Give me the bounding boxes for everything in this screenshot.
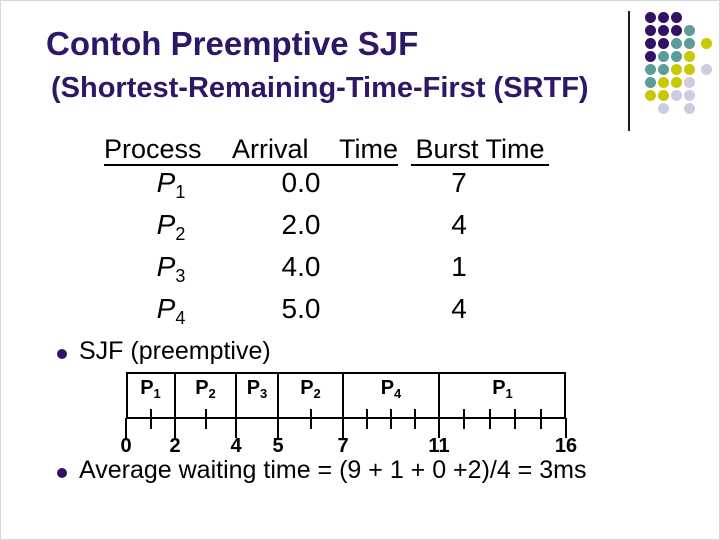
decor-dot	[701, 64, 712, 75]
gantt-box	[126, 372, 566, 419]
decor-dot	[658, 12, 669, 23]
gantt-major-tick	[277, 418, 279, 438]
decor-dot	[684, 64, 695, 75]
process-name: P1	[156, 167, 186, 202]
header-arrival: Arrival	[232, 134, 309, 164]
process-name: P4	[156, 293, 186, 328]
sjf-preemptive-text: SJF (preemptive)	[79, 337, 271, 365]
gantt-major-tick	[235, 418, 237, 438]
decor-dot	[671, 90, 682, 101]
decor-dot	[671, 25, 682, 36]
bullet-icon	[57, 468, 67, 478]
gantt-major-tick	[565, 418, 567, 438]
header-time: Time	[339, 134, 398, 164]
burst-time-value: 7	[451, 167, 467, 198]
gantt-axis-label: 5	[272, 435, 284, 457]
decor-dot	[671, 38, 682, 49]
gantt-minor-tick	[463, 409, 466, 429]
table-row: P2 2.0 4	[1, 209, 719, 244]
average-waiting-time-text: Average waiting time = (9 + 1 + 0 +2)/4 …	[79, 456, 587, 484]
decor-dot	[701, 38, 712, 49]
gantt-divider	[277, 372, 279, 419]
gantt-divider	[438, 372, 440, 419]
decor-dot	[658, 25, 669, 36]
gantt-minor-tick	[514, 409, 517, 429]
decor-dot	[671, 51, 682, 62]
decor-dot	[671, 12, 682, 23]
decor-dot	[671, 64, 682, 75]
gantt-major-tick	[342, 418, 344, 438]
process-name: P2	[156, 209, 186, 244]
gantt-minor-tick	[390, 409, 392, 429]
gantt-major-tick	[438, 418, 440, 438]
decor-dot	[684, 90, 695, 101]
gantt-minor-tick	[414, 409, 416, 429]
gantt-major-tick	[125, 418, 127, 438]
gantt-segment-label: P1	[492, 377, 513, 401]
gantt-minor-tick	[149, 409, 152, 429]
slide-title: Contoh Preemptive SJF	[46, 25, 419, 62]
process-name: P3	[156, 251, 186, 286]
decor-dot	[658, 64, 669, 75]
gantt-segment-label: P1	[140, 377, 161, 401]
gantt-axis-label: 4	[230, 435, 242, 457]
gantt-segment-label: P2	[300, 377, 321, 401]
burst-time-value: 4	[451, 209, 467, 240]
gantt-minor-tick	[309, 409, 312, 429]
decor-dot	[645, 77, 656, 88]
decor-dot	[684, 25, 695, 36]
gantt-major-tick	[174, 418, 176, 438]
decor-dot	[645, 90, 656, 101]
header-process: Process	[104, 134, 202, 164]
burst-time-value: 1	[451, 251, 467, 282]
decor-dot	[645, 38, 656, 49]
gantt-axis-label: 16	[554, 435, 578, 457]
gantt-axis-label: 2	[169, 435, 181, 457]
arrival-time-value: 4.0	[281, 251, 321, 282]
process-table-header: Process Arrival Time Burst Time	[1, 135, 719, 166]
decor-dot	[658, 38, 669, 49]
decor-dot	[658, 77, 669, 88]
decor-dot	[658, 103, 669, 114]
table-row: P3 4.0 1	[1, 251, 719, 286]
header-burst-time: Burst Time	[411, 135, 549, 166]
arrival-time-value: 5.0	[281, 293, 321, 324]
gantt-axis-label: 0	[120, 435, 132, 457]
gantt-segment-label: P4	[380, 377, 402, 401]
decor-dot	[684, 77, 695, 88]
gantt-segment-label: P3	[246, 377, 268, 401]
gantt-minor-tick	[488, 409, 491, 429]
gantt-axis-label: 7	[337, 435, 349, 457]
gantt-divider	[235, 372, 237, 419]
decor-dot	[645, 51, 656, 62]
header-left-group: Process Arrival Time	[104, 135, 398, 166]
decor-vertical-line	[628, 11, 630, 131]
bullet-icon	[57, 349, 67, 359]
decor-dot	[684, 51, 695, 62]
decor-dot	[671, 77, 682, 88]
decor-dot	[645, 25, 656, 36]
slide-subtitle: (Shortest-Remaining-Time-First (SRTF)	[51, 72, 589, 104]
arrival-time-value: 2.0	[281, 209, 321, 240]
gantt-axis-label: 11	[428, 435, 450, 457]
gantt-minor-tick	[366, 409, 368, 429]
decor-dot	[645, 64, 656, 75]
gantt-divider	[174, 372, 176, 419]
decor-dot	[684, 38, 695, 49]
decor-dot	[658, 90, 669, 101]
gantt-minor-tick	[539, 409, 542, 429]
gantt-segment-label: P2	[195, 377, 216, 401]
arrival-time-value: 0.0	[281, 167, 321, 198]
decor-dot	[684, 103, 695, 114]
table-row: P4 5.0 4	[1, 293, 719, 328]
table-row: P1 0.0 7	[1, 167, 719, 202]
burst-time-value: 4	[451, 293, 467, 324]
decor-dot	[645, 12, 656, 23]
gantt-minor-tick	[204, 409, 207, 429]
gantt-divider	[342, 372, 344, 419]
decor-dot	[658, 51, 669, 62]
